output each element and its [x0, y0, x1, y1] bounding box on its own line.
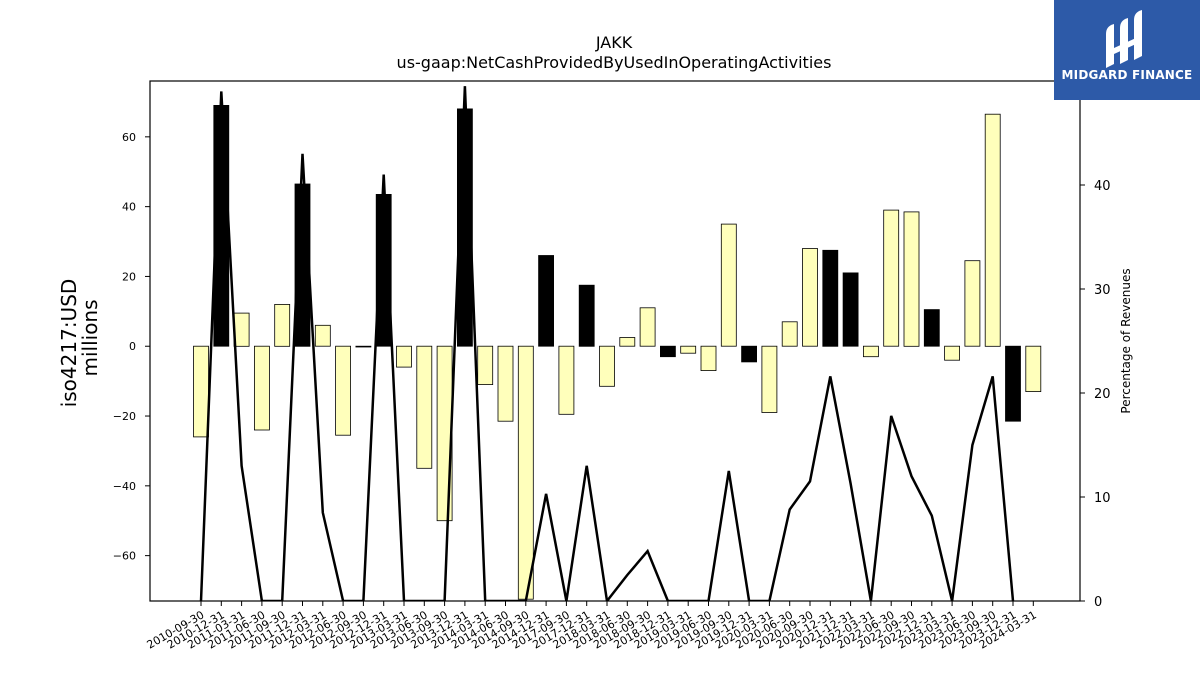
bar — [741, 345, 757, 363]
y-tick-label: −40 — [113, 480, 136, 493]
midgard-logo-icon — [1106, 10, 1142, 68]
bar — [680, 345, 697, 354]
y-tick-label: 20 — [122, 270, 136, 283]
axes-group: −60−40−200204060010203040502010-09-30201… — [113, 75, 1111, 652]
bar — [944, 345, 960, 361]
bar — [416, 345, 433, 469]
bar — [314, 324, 331, 347]
bar — [883, 209, 900, 347]
y-tick-label: −20 — [113, 410, 136, 423]
bar — [923, 309, 940, 347]
bar — [396, 345, 412, 368]
bars-group — [193, 105, 1042, 600]
bar — [863, 345, 879, 358]
y2-tick-label: 40 — [1094, 179, 1111, 194]
bar — [193, 345, 209, 438]
bar — [355, 345, 372, 348]
y-tick-label: 0 — [129, 340, 136, 353]
bar — [599, 345, 615, 387]
y2-tick-label: 10 — [1094, 491, 1111, 506]
bar — [538, 255, 554, 347]
y2-tick-label: 0 — [1094, 595, 1102, 610]
bar — [842, 272, 859, 347]
bar — [720, 223, 737, 347]
bar — [253, 345, 270, 431]
bar — [517, 345, 534, 600]
y-tick-label: 40 — [122, 201, 136, 214]
chart-title: JAKK — [595, 33, 633, 52]
bar — [802, 248, 818, 347]
bar — [660, 345, 676, 358]
bar — [903, 211, 920, 347]
bar — [1005, 345, 1021, 422]
y-tick-label: −60 — [113, 550, 136, 563]
bar — [558, 345, 575, 415]
plot-frame — [149, 80, 1081, 602]
line-group — [199, 86, 1015, 601]
bar — [233, 312, 250, 347]
y2-axis-label: Percentage of Revenues — [1119, 268, 1133, 413]
bar — [964, 260, 981, 347]
bar — [984, 113, 1001, 347]
bar — [781, 321, 798, 347]
logo-text: MIDGARD FINANCE — [1061, 68, 1193, 82]
bar — [700, 345, 717, 372]
bar — [335, 345, 352, 436]
series-line — [199, 86, 1015, 601]
bar — [761, 345, 778, 413]
y-axis-label-line1: iso4217:USD — [57, 279, 81, 408]
bar — [1025, 345, 1042, 393]
bar — [639, 307, 656, 347]
bar — [274, 303, 291, 347]
bar — [619, 337, 636, 347]
bar — [822, 249, 839, 347]
bar — [578, 284, 595, 347]
y2-tick-label: 20 — [1094, 387, 1111, 402]
y2-tick-label: 30 — [1094, 283, 1111, 298]
y-axis-label-line2: millions — [78, 299, 102, 376]
bar — [477, 345, 494, 386]
brand-logo: MIDGARD FINANCE — [1054, 0, 1200, 100]
bar — [497, 345, 514, 422]
chart-subtitle: us-gaap:NetCashProvidedByUsedInOperating… — [397, 53, 832, 72]
y-tick-label: 60 — [122, 131, 136, 144]
